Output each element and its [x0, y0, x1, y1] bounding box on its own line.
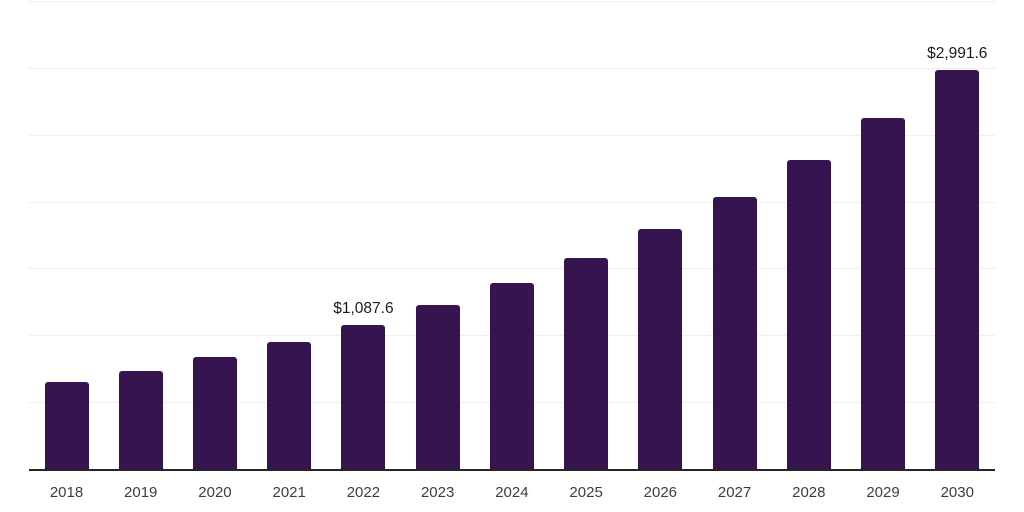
x-tick-label-2018: 2018 — [49, 484, 84, 501]
bar-2028 — [786, 159, 831, 470]
x-tick-label-2020: 2020 — [198, 484, 232, 501]
x-tick-label-2025: 2025 — [569, 484, 603, 501]
bar-2018 — [44, 382, 89, 470]
bar-2021 — [267, 342, 312, 470]
gridline-3500 — [29, 1, 995, 2]
gridline-2000 — [29, 201, 995, 203]
x-tick-label-2028: 2028 — [792, 484, 826, 501]
bar-2026 — [638, 229, 683, 470]
bar-2027 — [712, 196, 757, 470]
value-label-2030: $2,991.6 — [927, 44, 988, 62]
bar-2023 — [415, 305, 460, 470]
gridline-2500 — [29, 134, 995, 136]
bar-2025 — [564, 258, 609, 470]
gridline-3000 — [29, 67, 995, 69]
value-label-2022: $1,087.6 — [333, 299, 394, 317]
x-tick-label-2019: 2019 — [124, 484, 158, 501]
x-tick-label-2022: 2022 — [346, 484, 381, 501]
bar-2024 — [489, 282, 534, 470]
bar-2020 — [192, 357, 237, 470]
x-tick-label-2030: 2030 — [940, 484, 974, 501]
bar-2022 — [341, 324, 386, 470]
x-tick-label-2029: 2029 — [866, 484, 900, 501]
x-tick-label-2027: 2027 — [717, 484, 752, 501]
x-tick-label-2021: 2021 — [272, 484, 306, 501]
x-axis-line — [29, 469, 995, 471]
x-tick-label-2023: 2023 — [420, 484, 455, 501]
bar-2030 — [935, 69, 980, 470]
plot-area: $1,087.6 $2,991.6 — [29, 1, 995, 470]
bar-2029 — [861, 117, 906, 470]
bar-2019 — [118, 370, 163, 470]
x-tick-label-2026: 2026 — [643, 484, 678, 501]
gridline-1500 — [29, 268, 995, 270]
x-tick-label-2024: 2024 — [495, 484, 529, 501]
